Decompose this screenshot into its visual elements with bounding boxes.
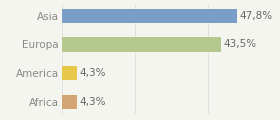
Text: 47,8%: 47,8% [239, 11, 272, 21]
Text: 4,3%: 4,3% [80, 97, 106, 107]
Text: 43,5%: 43,5% [223, 39, 256, 49]
Bar [62, 66, 77, 80]
Bar [62, 37, 221, 52]
Bar [62, 9, 237, 23]
Bar [62, 95, 77, 109]
Text: 4,3%: 4,3% [80, 68, 106, 78]
